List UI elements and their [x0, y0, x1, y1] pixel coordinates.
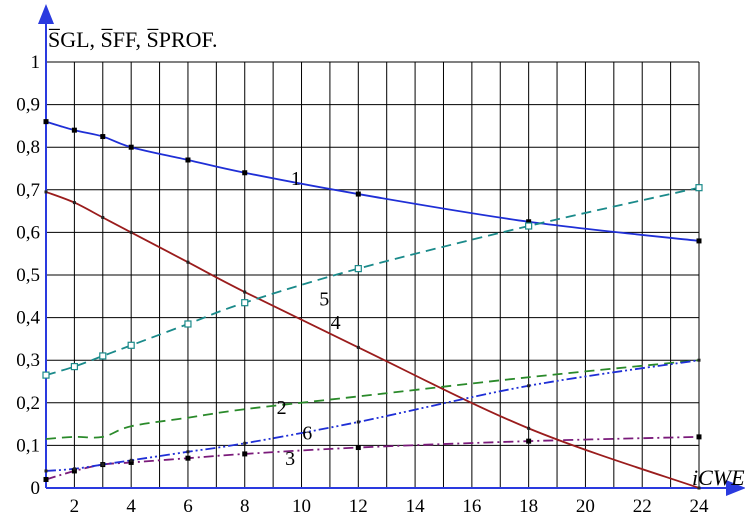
series-layer: [45, 120, 700, 489]
data-point-1: [43, 119, 49, 125]
data-point-4: [527, 426, 531, 430]
data-point-5: [42, 371, 50, 379]
data-point-3: [185, 455, 191, 461]
data-point-5: [99, 352, 107, 360]
data-point-4: [186, 260, 190, 264]
data-point-1: [355, 191, 361, 197]
x-tick-label: 2: [70, 496, 80, 517]
series-line-5: [45, 186, 700, 376]
data-point-3: [242, 451, 248, 457]
x-tick-label: 6: [183, 496, 193, 517]
x-tick-label: 20: [576, 496, 595, 517]
data-point-4: [356, 345, 360, 349]
y-tick-label: 0,5: [16, 265, 40, 286]
x-tick-label: 22: [633, 496, 652, 517]
series-label-6: 6: [302, 423, 312, 445]
data-point-1: [100, 134, 106, 140]
data-point-5: [127, 341, 135, 349]
grid-lines: [46, 61, 700, 488]
data-point-6: [243, 441, 247, 445]
x-tick-label: 18: [519, 496, 538, 517]
series-label-4: 4: [331, 312, 341, 334]
y-tick-label: 0,8: [16, 137, 40, 158]
data-point-5: [184, 320, 192, 328]
series-label-1: 1: [291, 168, 301, 190]
y-tick-label: 0,4: [16, 308, 40, 329]
data-point-1: [696, 238, 702, 244]
y-tick-label: 0: [31, 478, 41, 499]
data-point-6: [356, 420, 360, 424]
y-tick-label: 0,6: [16, 222, 40, 243]
x-axis-title: iCWE: [692, 465, 745, 490]
data-point-3: [128, 459, 134, 465]
x-tick-label: 24: [690, 496, 710, 517]
x-tick-label: 14: [406, 496, 426, 517]
data-point-3: [71, 468, 77, 474]
series-label-5: 5: [319, 288, 329, 310]
data-point-1: [242, 170, 248, 176]
x-tick-label: 10: [292, 496, 311, 517]
series-line-1: [45, 120, 700, 242]
data-point-4: [72, 201, 76, 205]
data-point-6: [72, 467, 76, 471]
y-tick-label: 0,9: [16, 95, 40, 116]
tick-labels: 00,10,20,30,40,50,60,70,80,912 4 6 8 10 12 14 1…: [16, 52, 709, 517]
data-point-1: [526, 219, 532, 225]
markers-layer: [42, 119, 703, 490]
data-point-1: [71, 127, 77, 133]
data-point-5: [241, 299, 249, 307]
data-point-3: [355, 445, 361, 451]
y-tick-label: 0,7: [16, 180, 40, 201]
data-point-5: [525, 222, 533, 230]
y-axis-title: S̅GL, S̅FF, S̅PROF.: [48, 27, 218, 52]
data-point-5: [70, 362, 78, 371]
data-point-6: [101, 463, 105, 467]
data-point-4: [697, 486, 701, 490]
y-tick-label: 1: [31, 52, 41, 73]
data-point-1: [185, 157, 191, 163]
axes: [38, 4, 745, 496]
y-tick-label: 0,3: [16, 350, 40, 371]
data-point-6: [186, 450, 190, 454]
data-point-6: [44, 469, 48, 473]
data-point-1: [128, 144, 134, 150]
data-point-3: [43, 476, 49, 482]
series-labels: 1 2 3 45 6: [277, 168, 341, 470]
series-label-3: 3: [285, 448, 295, 470]
data-point-4: [243, 290, 247, 294]
series-line-2: [45, 359, 700, 440]
x-tick-label: 4: [126, 496, 136, 517]
data-point-6: [129, 458, 133, 462]
x-tick-label: 8: [240, 496, 250, 517]
data-point-6: [527, 384, 531, 388]
data-point-4: [101, 215, 105, 219]
data-point-5: [354, 265, 362, 273]
series-label-2: 2: [277, 397, 287, 419]
data-point-4: [129, 230, 133, 234]
x-tick-label: 16: [462, 496, 481, 517]
data-point-6: [697, 358, 701, 362]
x-tick-label: 12: [349, 496, 368, 517]
data-point-3: [526, 438, 532, 444]
y-tick-label: 0,2: [16, 393, 40, 414]
data-point-4: [44, 190, 48, 194]
y-tick-label: 0,1: [16, 435, 40, 456]
data-point-5: [695, 184, 703, 192]
data-point-3: [696, 434, 702, 440]
